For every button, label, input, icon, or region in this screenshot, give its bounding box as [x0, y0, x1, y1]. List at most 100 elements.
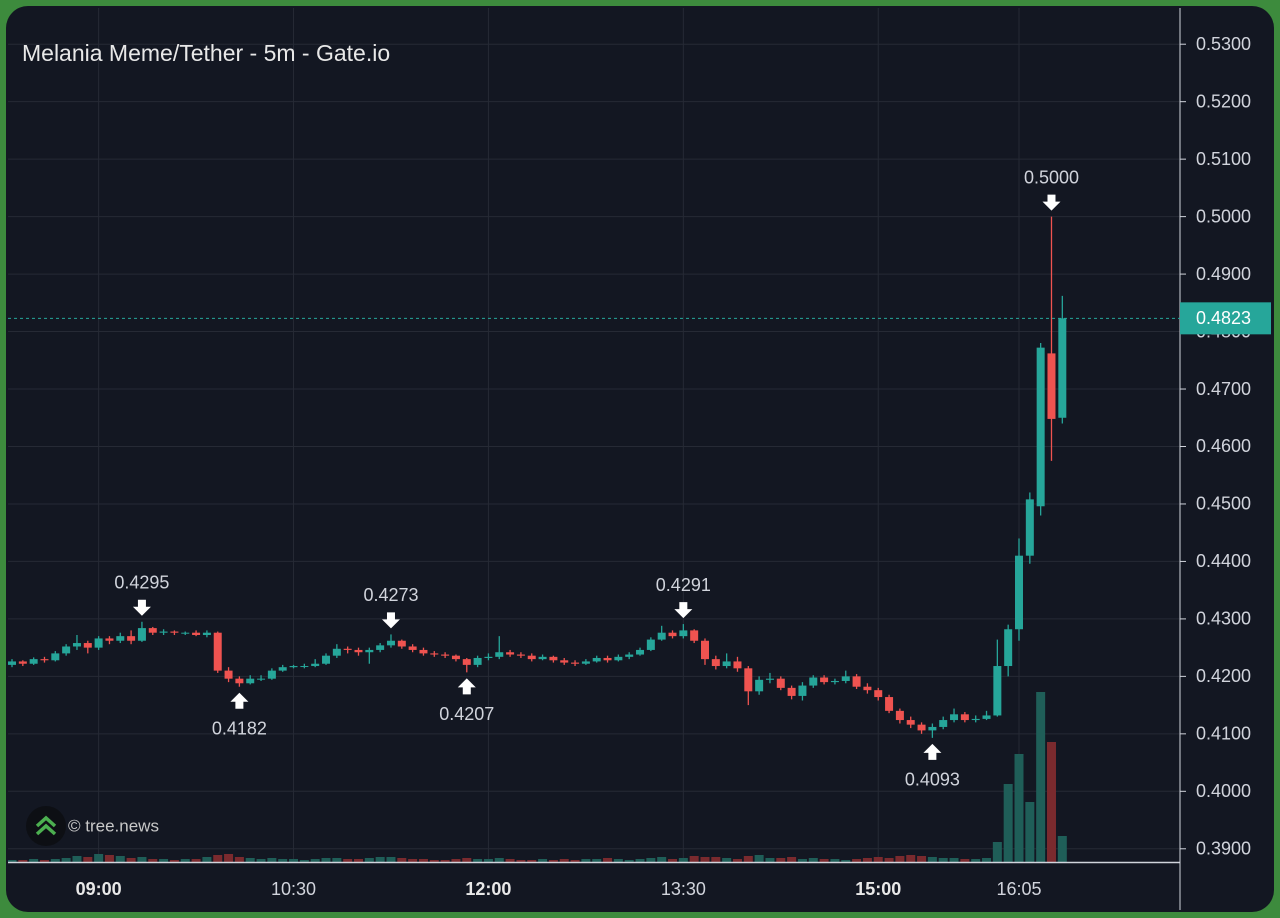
candle-body [495, 652, 504, 657]
candle-body [939, 720, 948, 727]
candle-body [950, 714, 959, 721]
candle-body [874, 690, 883, 698]
candle-body [841, 676, 850, 681]
volume-bar [841, 860, 851, 862]
candle-body [192, 632, 201, 635]
candle-body [202, 632, 211, 635]
candle-body [343, 648, 352, 650]
marker-arrow [1042, 194, 1061, 211]
volume-bar [657, 857, 667, 862]
candle-body [516, 654, 525, 656]
volume-bar [169, 860, 179, 862]
volume-bar [386, 857, 396, 862]
volume-bar [1057, 836, 1067, 862]
volume-bar [494, 858, 504, 862]
candle-body [993, 666, 1002, 716]
marker-label: 0.4291 [656, 575, 711, 595]
volume-bar [830, 859, 840, 862]
volume-bar [364, 858, 374, 862]
volume-bar [776, 858, 786, 862]
volume-bar [613, 859, 623, 862]
volume-bar [852, 859, 862, 862]
candle-body [365, 649, 374, 653]
candle-body [18, 661, 27, 664]
candle-body [646, 639, 655, 650]
watermark: © tree.news [26, 806, 159, 846]
volume-bar [527, 860, 537, 862]
candle-body [322, 655, 331, 664]
volume-bar [635, 859, 645, 862]
candle-body [40, 659, 49, 661]
candle-body [798, 685, 807, 696]
candle-body [527, 655, 536, 660]
volume-bar [191, 859, 201, 862]
candle-body [690, 630, 699, 641]
volume-bar [765, 858, 775, 862]
marker-arrow [230, 692, 249, 709]
volume-bar [267, 858, 277, 862]
candle-body [581, 661, 590, 664]
candle-body [960, 714, 969, 721]
y-tick-label: 0.4300 [1196, 609, 1251, 629]
volume-bar [126, 858, 136, 862]
volume-bar [592, 859, 602, 862]
markers: 0.4295 0.4182 0.4273 0.4207 0.4291 0.4093 0.50… [114, 167, 1079, 789]
volume-bar [1036, 692, 1046, 862]
volume-bar [678, 858, 688, 862]
candle-body [830, 680, 839, 683]
candle-body [29, 659, 38, 664]
volume-bar [538, 859, 548, 862]
marker-arrow [923, 743, 942, 760]
candle-body [809, 677, 818, 686]
volume-bar [375, 857, 385, 862]
candle-body [744, 668, 753, 692]
volume-bar [732, 859, 742, 862]
x-tick-label: 09:00 [76, 879, 122, 899]
y-tick-label: 0.5300 [1196, 34, 1251, 54]
volume-bar [971, 859, 981, 862]
candle-body [614, 656, 623, 661]
x-tick-label: 12:00 [465, 879, 511, 899]
volume-bar [245, 858, 255, 862]
volume-bar [115, 856, 125, 862]
volume-bar [83, 857, 93, 862]
candle-body [300, 666, 309, 668]
candle-body [278, 667, 287, 671]
volume-bar [332, 858, 342, 862]
last-price-label: 0.4823 [1196, 308, 1251, 328]
volume-bar [624, 860, 634, 862]
panel [6, 6, 1274, 912]
volume-bar [722, 858, 732, 862]
x-tick-label: 13:30 [661, 879, 706, 899]
x-tick-label: 15:00 [855, 879, 901, 899]
candle-body [267, 670, 276, 679]
candle-body [636, 649, 645, 655]
volume-bar [754, 855, 764, 862]
y-tick-label: 0.4600 [1196, 436, 1251, 456]
candle-body [928, 726, 937, 731]
volume-bar [397, 858, 407, 862]
candle-body [657, 632, 666, 640]
last-price: 0.4823 [8, 302, 1271, 335]
candle-body [148, 628, 157, 633]
volume-bar [1003, 784, 1013, 862]
candle-body [571, 662, 580, 664]
volume-bar [343, 859, 353, 862]
candle-body [971, 718, 980, 721]
volume-bar [483, 859, 493, 862]
candle-body [787, 687, 796, 696]
marker-arrow [674, 602, 693, 619]
volume-bar [137, 857, 147, 862]
candle-body [376, 645, 385, 650]
candle-body [765, 678, 774, 680]
volume-bar [429, 860, 439, 862]
candle-body [332, 648, 341, 656]
candle-body [1004, 629, 1013, 667]
candle-body [885, 697, 894, 711]
volume-bar [668, 859, 678, 862]
candle-body [906, 720, 915, 725]
volume-bar [1014, 754, 1024, 862]
candle-body [430, 653, 439, 655]
candle-body [863, 686, 872, 691]
